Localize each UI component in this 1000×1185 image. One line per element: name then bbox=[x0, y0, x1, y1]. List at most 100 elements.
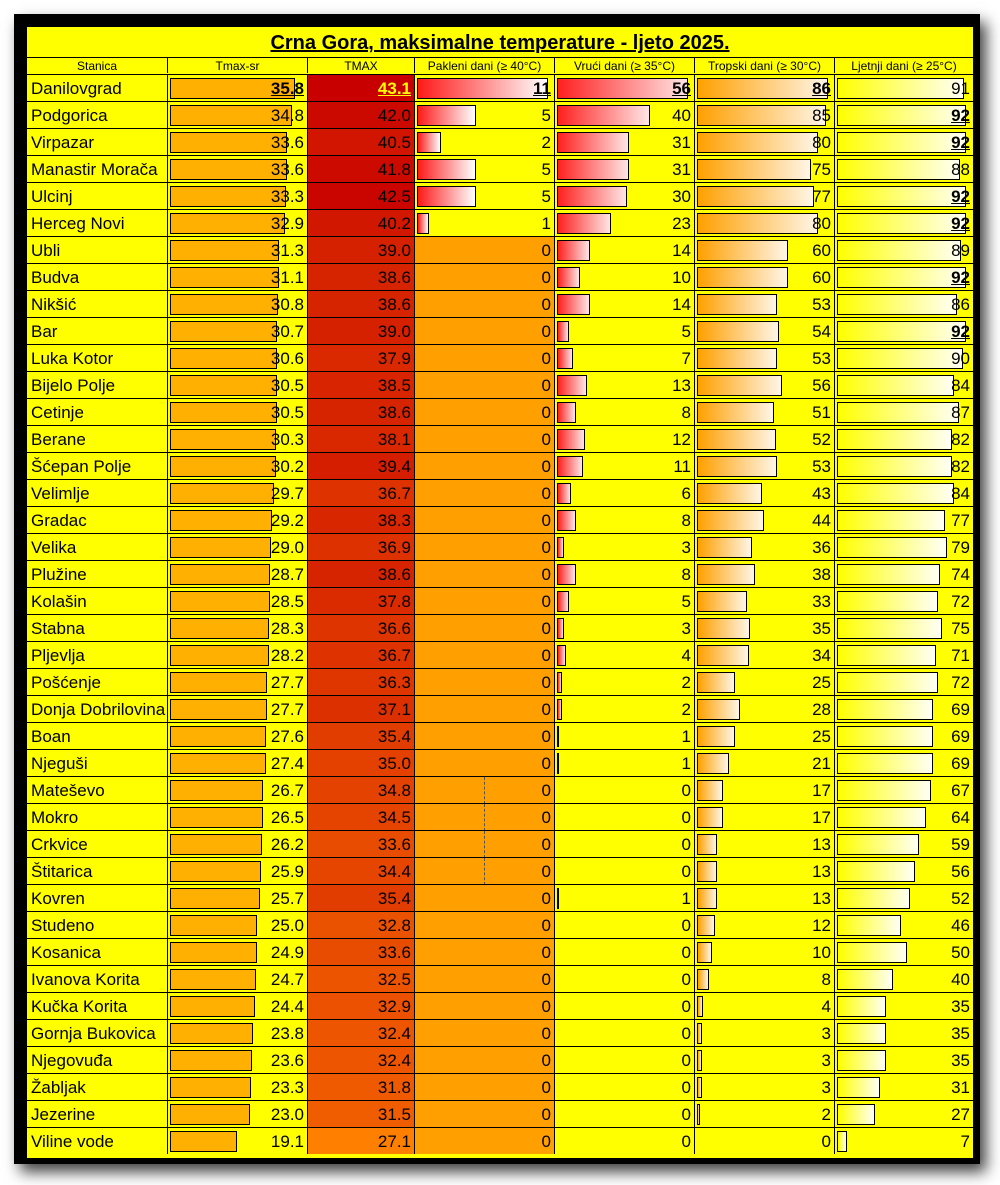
table-row: Velika 29.0 36.9 0 3 36 79 bbox=[27, 534, 973, 561]
tropski-bar bbox=[697, 807, 723, 828]
tmax-sr-value: 27.7 bbox=[270, 673, 304, 692]
tropski-bar bbox=[697, 834, 717, 855]
cell-vruci: 11 bbox=[555, 453, 695, 479]
tmax-sr-bar bbox=[170, 1104, 250, 1125]
vruci-value: 0 bbox=[681, 1024, 691, 1043]
ljetnji-value: 82 bbox=[951, 430, 970, 449]
station-name: Jezerine bbox=[31, 1105, 96, 1124]
tmax-sr-bar bbox=[170, 321, 277, 342]
table-row: Studeno 25.0 32.8 0 0 12 46 bbox=[27, 912, 973, 939]
tropski-value: 36 bbox=[812, 538, 831, 557]
cell-station: Jezerine bbox=[27, 1101, 168, 1127]
cell-ljetnji: 82 bbox=[835, 426, 973, 452]
ljetnji-value: 7 bbox=[960, 1132, 970, 1151]
station-name: Bar bbox=[31, 322, 58, 341]
tmax-sr-bar bbox=[170, 402, 277, 423]
ljetnji-bar bbox=[837, 105, 966, 126]
tmax-value: 38.5 bbox=[377, 376, 411, 395]
pakleni-value: 0 bbox=[541, 619, 551, 638]
pakleni-bar bbox=[417, 213, 429, 234]
vruci-value: 56 bbox=[672, 79, 691, 98]
cell-tmax-sr: 30.5 bbox=[168, 399, 308, 425]
vruci-value: 6 bbox=[681, 484, 691, 503]
tropski-value: 12 bbox=[812, 916, 831, 935]
cell-tropski: 12 bbox=[695, 912, 835, 938]
vruci-value: 12 bbox=[672, 430, 691, 449]
pakleni-value: 0 bbox=[541, 592, 551, 611]
tmax-sr-bar bbox=[170, 672, 267, 693]
cell-tmax-sr: 27.4 bbox=[168, 750, 308, 776]
cell-ljetnji: 92 bbox=[835, 183, 973, 209]
cell-vruci: 14 bbox=[555, 291, 695, 317]
cell-tropski: 36 bbox=[695, 534, 835, 560]
station-name: Mateševo bbox=[31, 781, 105, 800]
table-row: Šćepan Polje 30.2 39.4 0 11 53 82 bbox=[27, 453, 973, 480]
tropski-value: 80 bbox=[812, 133, 831, 152]
cell-tropski: 44 bbox=[695, 507, 835, 533]
station-name: Plužine bbox=[31, 565, 87, 584]
tmax-value: 34.8 bbox=[377, 781, 411, 800]
cell-tmax-sr: 24.9 bbox=[168, 939, 308, 965]
table-row: Njegovuđa 23.6 32.4 0 0 3 35 bbox=[27, 1047, 973, 1074]
tmax-value: 31.8 bbox=[377, 1078, 411, 1097]
tropski-bar bbox=[697, 321, 779, 342]
tropski-value: 0 bbox=[821, 1132, 831, 1151]
cell-ljetnji: 59 bbox=[835, 831, 973, 857]
tropski-value: 52 bbox=[812, 430, 831, 449]
tropski-value: 13 bbox=[812, 862, 831, 881]
cell-ljetnji: 89 bbox=[835, 237, 973, 263]
ljetnji-bar bbox=[837, 321, 966, 342]
tmax-sr-bar bbox=[170, 969, 256, 990]
cell-vruci: 0 bbox=[555, 1020, 695, 1046]
cell-station: Velimlje bbox=[27, 480, 168, 506]
vruci-value: 8 bbox=[681, 565, 691, 584]
pakleni-bar bbox=[417, 132, 441, 153]
header-vruci: Vrući dani (≥ 35°C) bbox=[555, 58, 695, 73]
tmax-sr-value: 32.9 bbox=[270, 214, 304, 233]
cell-tropski: 13 bbox=[695, 885, 835, 911]
vruci-value: 3 bbox=[681, 619, 691, 638]
cell-tmax: 32.8 bbox=[308, 912, 415, 938]
tmax-sr-value: 29.2 bbox=[270, 511, 304, 530]
station-name: Pošćenje bbox=[31, 673, 101, 692]
cell-tmax-sr: 28.7 bbox=[168, 561, 308, 587]
table-row: Gornja Bukovica 23.8 32.4 0 0 3 35 bbox=[27, 1020, 973, 1047]
cell-station: Danilovgrad bbox=[27, 75, 168, 101]
ljetnji-bar bbox=[837, 213, 966, 234]
pakleni-value: 0 bbox=[541, 268, 551, 287]
cell-ljetnji: 69 bbox=[835, 750, 973, 776]
pakleni-value: 0 bbox=[541, 916, 551, 935]
tropski-value: 51 bbox=[812, 403, 831, 422]
station-name: Ivanova Korita bbox=[31, 970, 140, 989]
table-row: Mateševo 26.7 34.8 0 0 17 67 bbox=[27, 777, 973, 804]
cell-station: Stabna bbox=[27, 615, 168, 641]
cell-station: Velika bbox=[27, 534, 168, 560]
cell-tropski: 80 bbox=[695, 210, 835, 236]
cell-pakleni: 0 bbox=[415, 399, 555, 425]
tmax-value: 27.1 bbox=[377, 1132, 411, 1151]
tropski-value: 75 bbox=[812, 160, 831, 179]
pakleni-value: 0 bbox=[541, 700, 551, 719]
cell-tmax-sr: 26.2 bbox=[168, 831, 308, 857]
table-row: Velimlje 29.7 36.7 0 6 43 84 bbox=[27, 480, 973, 507]
vruci-value: 0 bbox=[681, 781, 691, 800]
cell-pakleni: 0 bbox=[415, 1020, 555, 1046]
tmax-sr-bar bbox=[170, 645, 269, 666]
cell-tmax-sr: 23.0 bbox=[168, 1101, 308, 1127]
vruci-bar bbox=[557, 456, 583, 477]
table-row: Luka Kotor 30.6 37.9 0 7 53 90 bbox=[27, 345, 973, 372]
vruci-bar bbox=[557, 213, 611, 234]
vruci-value: 3 bbox=[681, 538, 691, 557]
tmax-sr-value: 23.8 bbox=[270, 1024, 304, 1043]
vruci-bar bbox=[557, 321, 569, 342]
tmax-sr-bar bbox=[170, 1050, 252, 1071]
vruci-bar bbox=[557, 483, 571, 504]
tropski-value: 80 bbox=[812, 214, 831, 233]
cell-pakleni: 1 bbox=[415, 210, 555, 236]
table-row: Stabna 28.3 36.6 0 3 35 75 bbox=[27, 615, 973, 642]
pakleni-value: 0 bbox=[541, 646, 551, 665]
cell-pakleni: 0 bbox=[415, 1074, 555, 1100]
pakleni-value: 0 bbox=[541, 1105, 551, 1124]
vruci-value: 8 bbox=[681, 403, 691, 422]
cell-tmax: 38.5 bbox=[308, 372, 415, 398]
